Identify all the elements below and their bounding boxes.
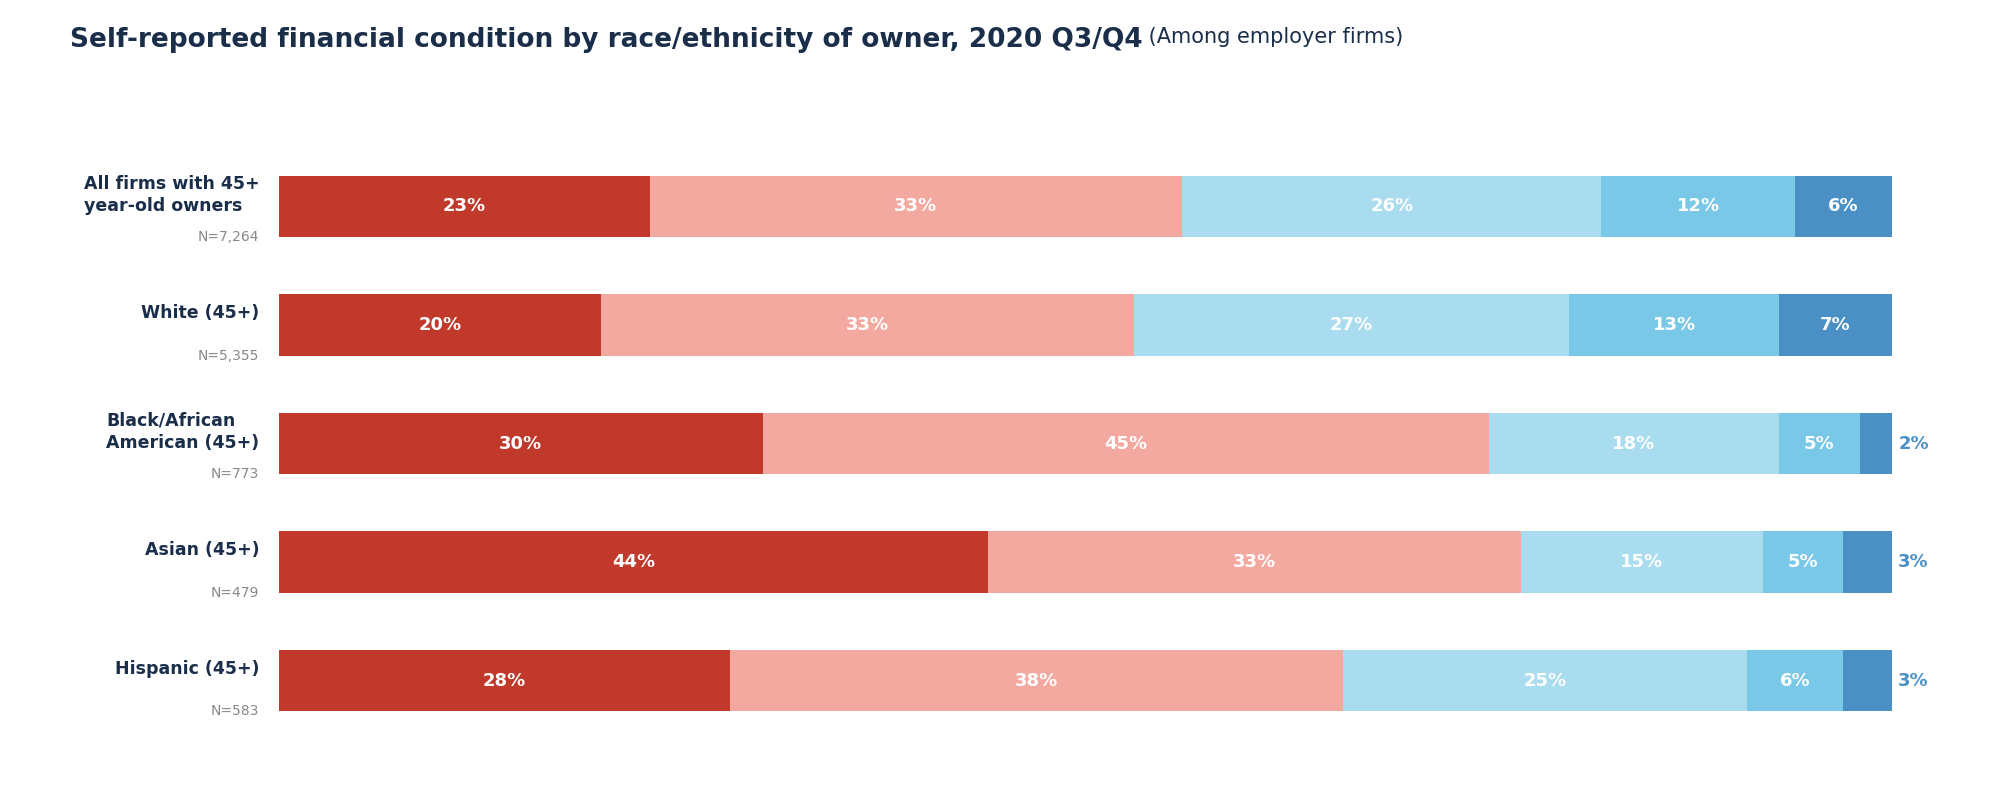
Text: 6%: 6% — [1778, 671, 1810, 689]
Text: 27%: 27% — [1329, 316, 1372, 334]
Bar — [1858, 413, 1892, 474]
Text: N=7,264: N=7,264 — [197, 230, 259, 244]
Text: 30%: 30% — [499, 435, 541, 452]
Text: N=5,355: N=5,355 — [197, 349, 259, 363]
Text: 33%: 33% — [1233, 553, 1275, 571]
Bar — [1520, 531, 1762, 593]
Text: 44%: 44% — [613, 553, 654, 571]
Text: 38%: 38% — [1014, 671, 1058, 689]
Text: N=479: N=479 — [211, 586, 259, 600]
Text: (Among employer firms): (Among employer firms) — [1142, 27, 1402, 47]
Bar — [1488, 413, 1778, 474]
Text: 33%: 33% — [893, 198, 937, 216]
Text: 26%: 26% — [1370, 198, 1412, 216]
Bar — [1746, 650, 1842, 711]
Bar — [1778, 294, 1892, 356]
Text: Black/African
American (45+): Black/African American (45+) — [105, 411, 259, 452]
Text: 23%: 23% — [442, 198, 485, 216]
Text: 25%: 25% — [1524, 671, 1565, 689]
Bar — [1601, 176, 1794, 237]
Bar — [1343, 650, 1746, 711]
Text: 5%: 5% — [1804, 435, 1834, 452]
Text: 2%: 2% — [1898, 435, 1927, 452]
Bar — [278, 176, 648, 237]
Text: 15%: 15% — [1619, 553, 1663, 571]
Text: 12%: 12% — [1677, 198, 1718, 216]
Text: Asian (45+): Asian (45+) — [145, 541, 259, 559]
Text: N=583: N=583 — [211, 704, 259, 718]
Bar — [762, 413, 1488, 474]
Bar — [989, 531, 1520, 593]
Text: 3%: 3% — [1898, 553, 1927, 571]
Text: 18%: 18% — [1611, 435, 1655, 452]
Text: N=773: N=773 — [211, 467, 259, 481]
Bar — [1762, 531, 1842, 593]
Text: 45%: 45% — [1104, 435, 1146, 452]
Text: All firms with 45+
year-old owners: All firms with 45+ year-old owners — [84, 174, 259, 215]
Bar — [278, 531, 989, 593]
Bar — [278, 294, 601, 356]
Text: 33%: 33% — [845, 316, 889, 334]
Text: White (45+): White (45+) — [141, 304, 259, 322]
Bar — [601, 294, 1134, 356]
Bar — [278, 650, 730, 711]
Text: 6%: 6% — [1828, 198, 1858, 216]
Bar — [278, 413, 762, 474]
Bar — [730, 650, 1343, 711]
Text: Hispanic (45+): Hispanic (45+) — [115, 659, 259, 677]
Text: 13%: 13% — [1651, 316, 1695, 334]
Text: 5%: 5% — [1786, 553, 1818, 571]
Text: Self-reported financial condition by race/ethnicity of owner, 2020 Q3/Q4: Self-reported financial condition by rac… — [70, 27, 1142, 53]
Bar — [1842, 650, 1892, 711]
Text: 20%: 20% — [418, 316, 461, 334]
Text: 3%: 3% — [1898, 671, 1927, 689]
Bar — [1569, 294, 1778, 356]
Bar — [1134, 294, 1569, 356]
Bar — [1794, 176, 1892, 237]
Bar — [1181, 176, 1601, 237]
Bar — [1778, 413, 1858, 474]
Bar — [648, 176, 1181, 237]
Bar — [1842, 531, 1892, 593]
Text: 7%: 7% — [1820, 316, 1850, 334]
Text: 28%: 28% — [483, 671, 525, 689]
